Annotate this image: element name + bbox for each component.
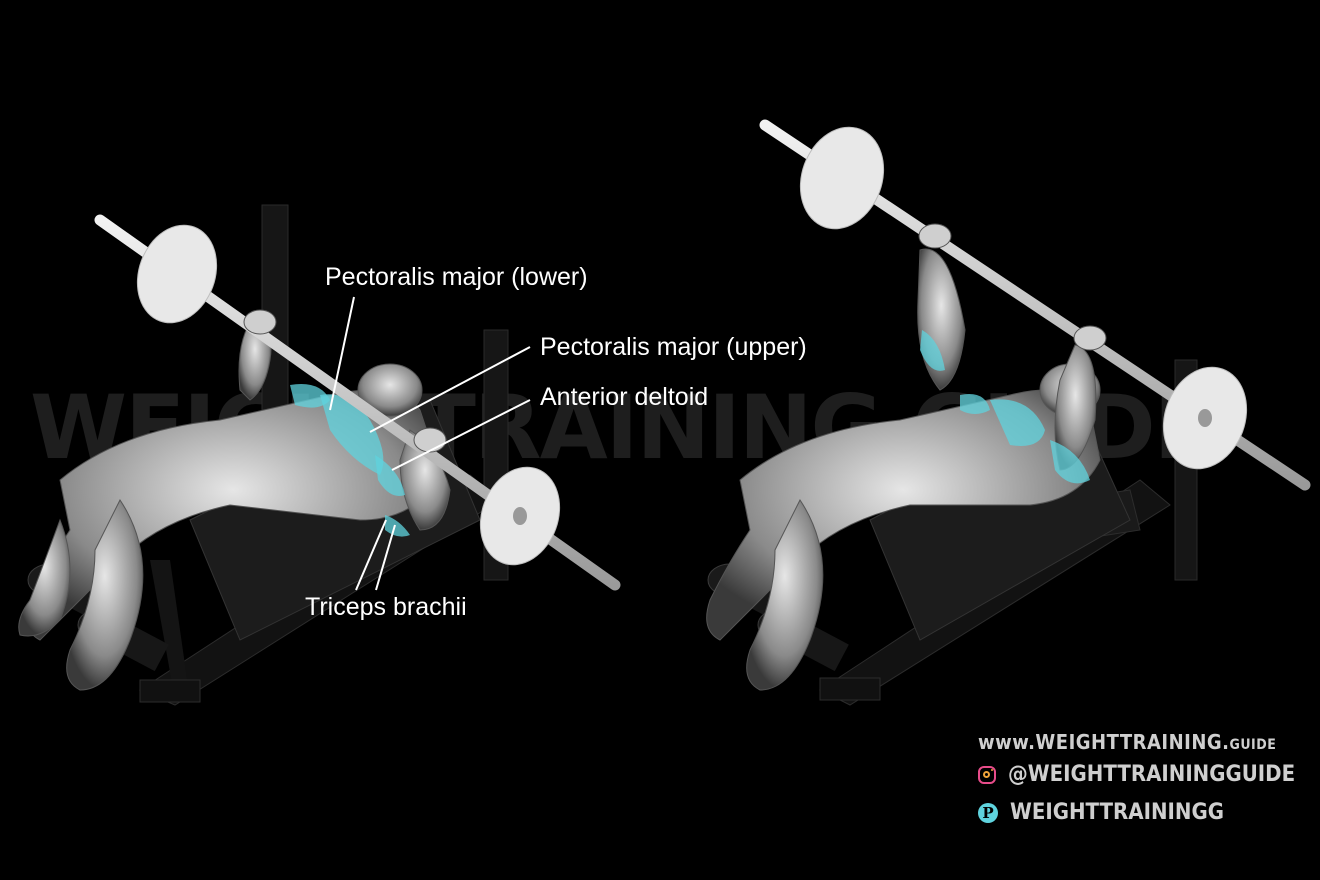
pinterest-handle[interactable]: P WEIGHTTRAININGG [978, 800, 1224, 825]
left-muscle-highlights [290, 384, 410, 537]
left-pec-lower [290, 384, 330, 408]
right-figure [706, 119, 1311, 706]
right-anterior-deltoid [1050, 440, 1090, 484]
left-pec-upper [320, 394, 384, 475]
instagram-handle[interactable]: @WEIGHTTRAININGGUIDE [978, 762, 1295, 787]
label-pointer-lines [329, 296, 531, 591]
right-barbell [759, 119, 1311, 491]
left-barbell [94, 214, 621, 591]
label-pectoralis-major-upper: Pectoralis major (upper) [540, 333, 807, 361]
instagram-icon [978, 765, 996, 784]
right-triceps [920, 330, 945, 371]
left-figure [18, 204, 621, 706]
left-anterior-deltoid [375, 455, 405, 496]
right-pec-lower [960, 394, 990, 414]
label-triceps-brachii: Triceps brachii [305, 593, 467, 621]
label-anterior-deltoid: Anterior deltoid [540, 383, 709, 411]
pinterest-handle-text: WEIGHTTRAININGG [1010, 800, 1224, 825]
right-body [706, 248, 1101, 691]
site-url[interactable]: www.WEIGHTTRAINING.GUIDE [978, 730, 1276, 754]
site-url-main: www.WEIGHTTRAINING. [978, 730, 1230, 754]
right-muscle-highlights [920, 330, 1090, 484]
left-triceps [385, 515, 410, 537]
site-url-suffix: GUIDE [1229, 737, 1277, 753]
pinterest-icon: P [978, 802, 998, 823]
right-pec-upper [990, 399, 1045, 446]
label-pectoralis-major-lower: Pectoralis major (lower) [325, 263, 588, 291]
instagram-handle-text: @WEIGHTTRAININGGUIDE [1008, 762, 1296, 787]
